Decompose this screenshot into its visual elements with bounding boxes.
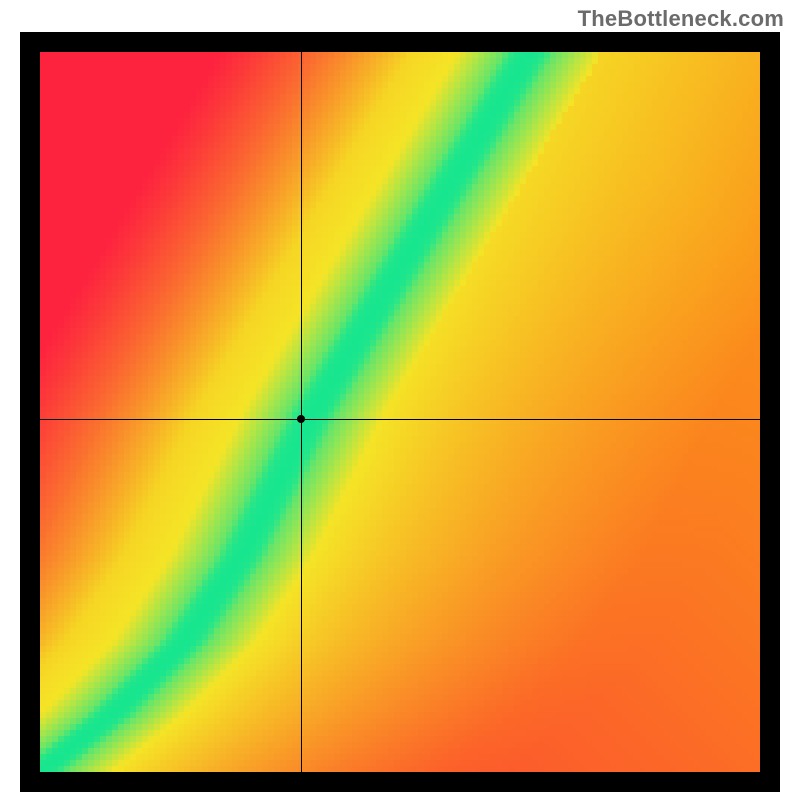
watermark-text: TheBottleneck.com	[578, 6, 784, 32]
crosshair-horizontal	[40, 419, 760, 420]
bottleneck-heatmap	[40, 52, 760, 772]
crosshair-marker	[297, 415, 305, 423]
crosshair-vertical	[301, 52, 302, 772]
chart-container: TheBottleneck.com	[0, 0, 800, 800]
